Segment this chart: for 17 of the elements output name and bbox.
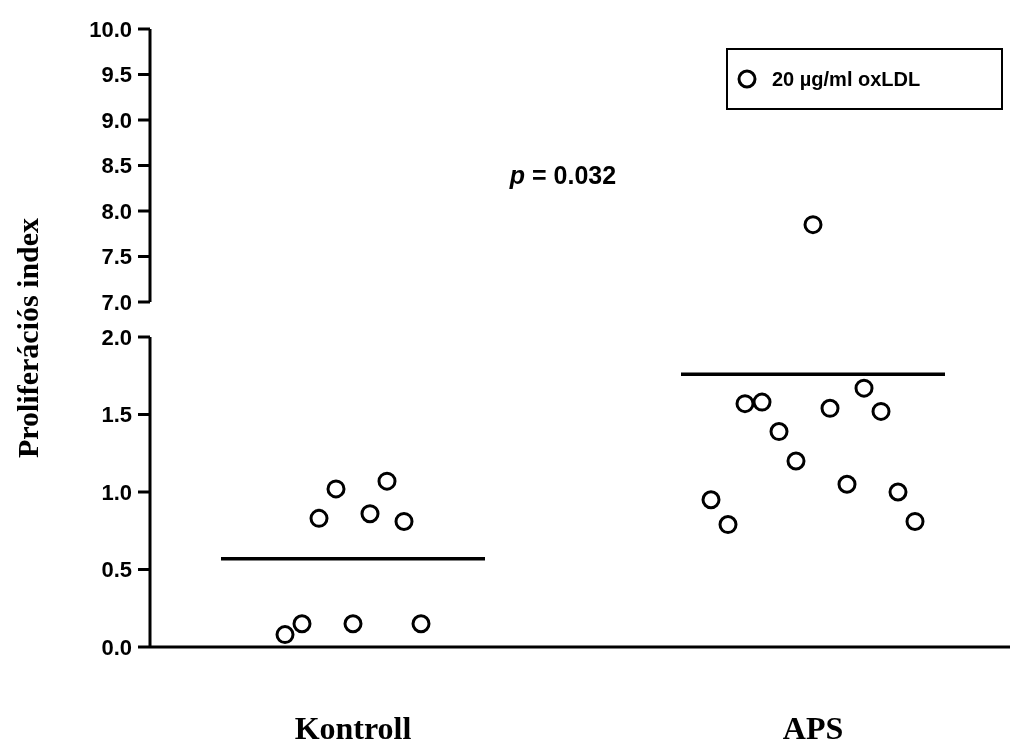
y-axis-title: Proliferációs index: [11, 217, 44, 459]
y-tick-label: 0.5: [101, 557, 132, 583]
y-tick-label: 7.5: [101, 244, 132, 270]
y-tick-label: 7.0: [101, 289, 132, 315]
y-tick-label: 2.0: [101, 324, 132, 350]
x-tick-label: APS: [782, 710, 844, 746]
y-tick-label: 1.5: [101, 402, 132, 428]
y-tick-label: 1.0: [101, 479, 132, 505]
annotation: p = 0.032: [508, 161, 617, 189]
y-tick-label: 9.5: [101, 62, 132, 88]
y-tick-label: 10.0: [89, 16, 132, 42]
y-tick-label: 8.5: [101, 153, 132, 179]
y-tick-label: 0.0: [101, 634, 132, 660]
y-tick-label: 8.0: [101, 198, 132, 224]
legend-label: 20 µg/ml oxLDL: [772, 68, 921, 90]
y-tick-label: 9.0: [101, 107, 132, 133]
x-tick-label: Kontroll: [294, 710, 412, 746]
